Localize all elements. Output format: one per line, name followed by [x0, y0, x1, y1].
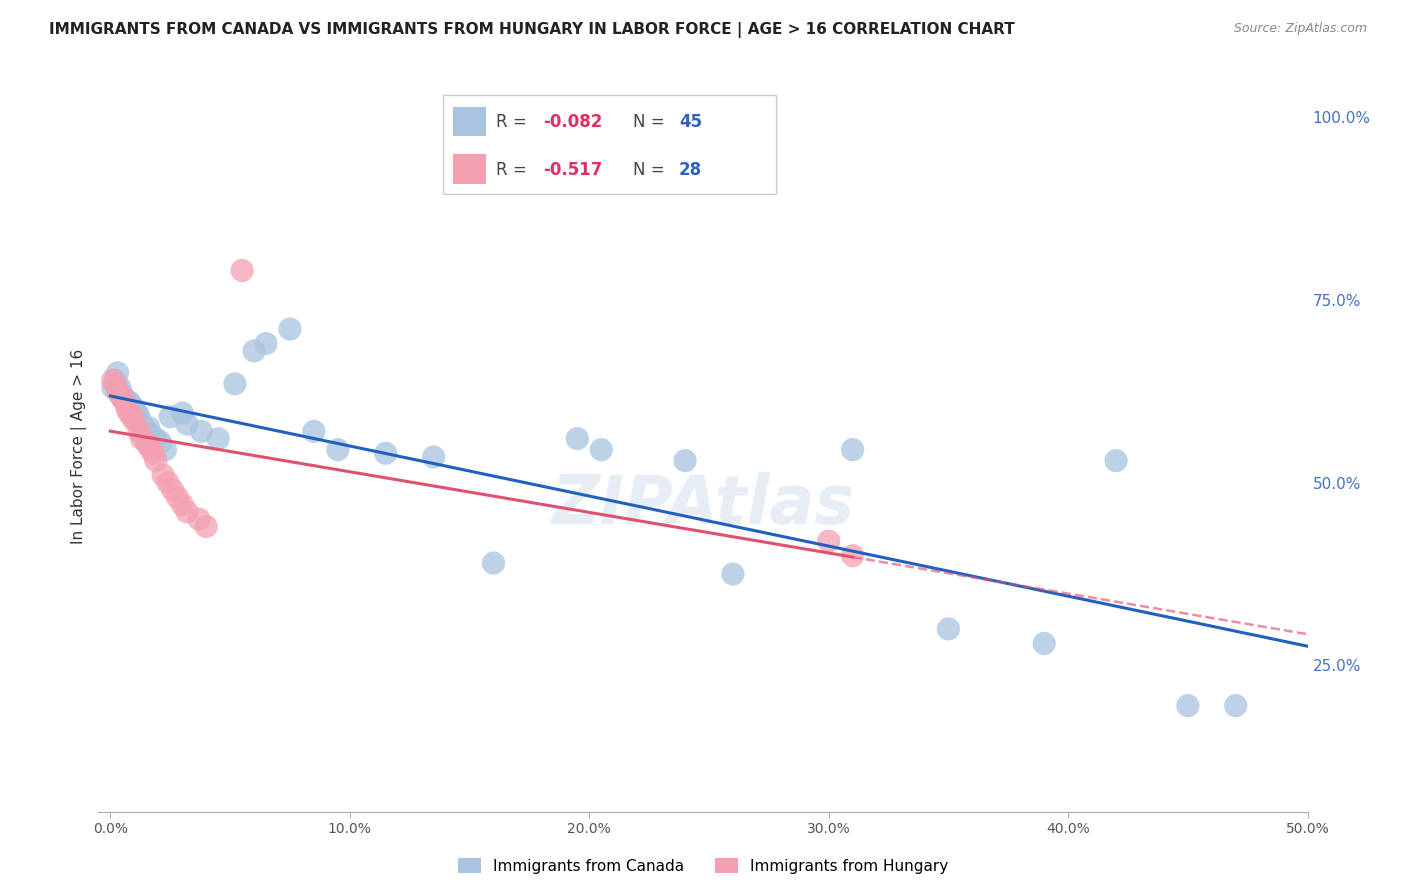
Point: [254, 336, 277, 351]
Point: [118, 406, 141, 420]
Point: [124, 402, 146, 417]
Point: [149, 435, 172, 450]
Point: [172, 498, 194, 512]
Point: [132, 421, 155, 435]
Point: [817, 534, 839, 549]
Point: [104, 376, 127, 391]
Point: [172, 406, 194, 420]
Point: [591, 442, 613, 457]
Point: [114, 395, 136, 409]
Point: [107, 366, 129, 380]
Point: [108, 380, 131, 394]
Point: [138, 421, 160, 435]
Point: [190, 425, 212, 439]
Point: [162, 483, 184, 497]
Point: [128, 425, 150, 439]
Point: [207, 432, 229, 446]
Point: [128, 409, 150, 424]
Point: [278, 322, 301, 336]
Point: [115, 395, 138, 409]
Point: [176, 417, 198, 431]
Point: [155, 442, 177, 457]
Point: [142, 446, 165, 460]
Point: [111, 388, 134, 402]
Text: IMMIGRANTS FROM CANADA VS IMMIGRANTS FROM HUNGARY IN LABOR FORCE | AGE > 16 CORR: IMMIGRANTS FROM CANADA VS IMMIGRANTS FRO…: [49, 22, 1015, 38]
Point: [131, 432, 153, 446]
Point: [224, 376, 246, 391]
Point: [482, 556, 505, 570]
Point: [142, 432, 165, 446]
Y-axis label: In Labor Force | Age > 16: In Labor Force | Age > 16: [72, 349, 87, 543]
Legend: Immigrants from Canada, Immigrants from Hungary: Immigrants from Canada, Immigrants from …: [451, 852, 955, 880]
Point: [166, 490, 188, 504]
Point: [422, 450, 444, 464]
Point: [231, 263, 253, 277]
Point: [1225, 698, 1247, 713]
Point: [195, 519, 218, 533]
Point: [125, 406, 148, 420]
Point: [1033, 636, 1056, 650]
Point: [326, 442, 349, 457]
Point: [118, 395, 141, 409]
Point: [938, 622, 960, 636]
Point: [374, 446, 396, 460]
Point: [841, 549, 863, 563]
Point: [111, 392, 134, 406]
Point: [1105, 453, 1128, 467]
Point: [121, 409, 143, 424]
Point: [243, 343, 266, 358]
Point: [188, 512, 211, 526]
Point: [135, 435, 157, 450]
Point: [156, 475, 179, 490]
Point: [176, 505, 198, 519]
Point: [138, 439, 160, 453]
Point: [104, 373, 127, 387]
Point: [121, 399, 143, 413]
Point: [145, 453, 167, 467]
Point: [114, 392, 136, 406]
Point: [152, 468, 174, 483]
Text: Source: ZipAtlas.com: Source: ZipAtlas.com: [1233, 22, 1367, 36]
Point: [101, 380, 124, 394]
Text: ZIPAtlas: ZIPAtlas: [551, 472, 855, 538]
Point: [124, 413, 146, 427]
Point: [135, 425, 157, 439]
Point: [101, 373, 124, 387]
Point: [1177, 698, 1199, 713]
Point: [159, 409, 181, 424]
Point: [107, 384, 129, 398]
Point: [131, 417, 153, 431]
Point: [139, 442, 162, 457]
Point: [841, 442, 863, 457]
Point: [139, 428, 162, 442]
Point: [145, 432, 167, 446]
Point: [108, 388, 131, 402]
Point: [673, 453, 696, 467]
Point: [567, 432, 589, 446]
Point: [302, 425, 325, 439]
Point: [115, 402, 138, 417]
Point: [721, 567, 744, 582]
